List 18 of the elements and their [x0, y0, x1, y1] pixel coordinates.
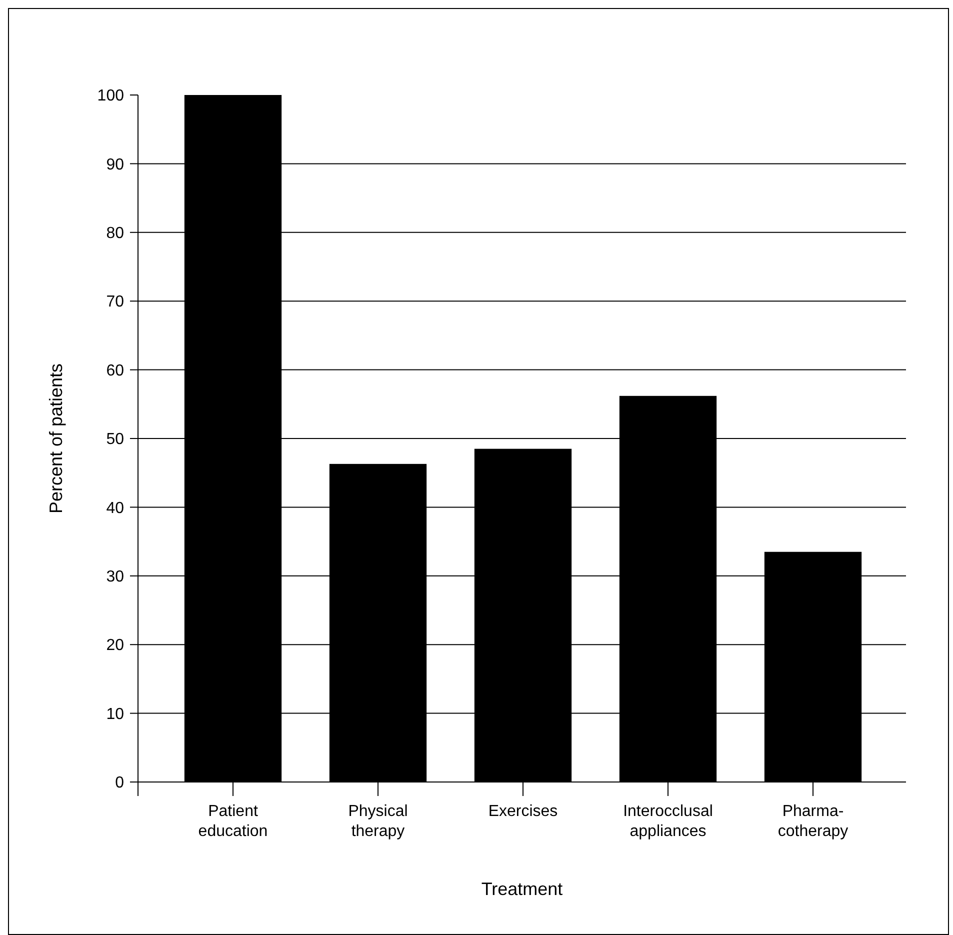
y-tick-label: 0 [115, 774, 124, 792]
x-tick-label: Interocclusal appliances [623, 803, 713, 840]
x-tick-label: Physical therapy [348, 803, 408, 840]
x-axis-title: Treatment [481, 879, 563, 899]
y-tick-label: 50 [106, 431, 124, 448]
y-tick-label: 80 [106, 225, 124, 242]
y-axis-title: Percent of patients [46, 363, 66, 514]
y-tick-label: 60 [106, 362, 124, 380]
y-tick-label: 40 [106, 500, 124, 517]
x-tick-label: Pharma-cotherapy [778, 803, 848, 840]
y-tick-label: 20 [106, 637, 124, 654]
y-tick-label: 70 [106, 294, 124, 311]
y-tick-label: 10 [106, 706, 124, 723]
x-tick-label: Patient education [198, 803, 268, 840]
x-tick-label: Exercises [488, 803, 558, 820]
y-tick-label: 100 [97, 88, 124, 105]
y-tick-label: 30 [106, 568, 124, 586]
y-tick-label: 90 [106, 156, 124, 174]
